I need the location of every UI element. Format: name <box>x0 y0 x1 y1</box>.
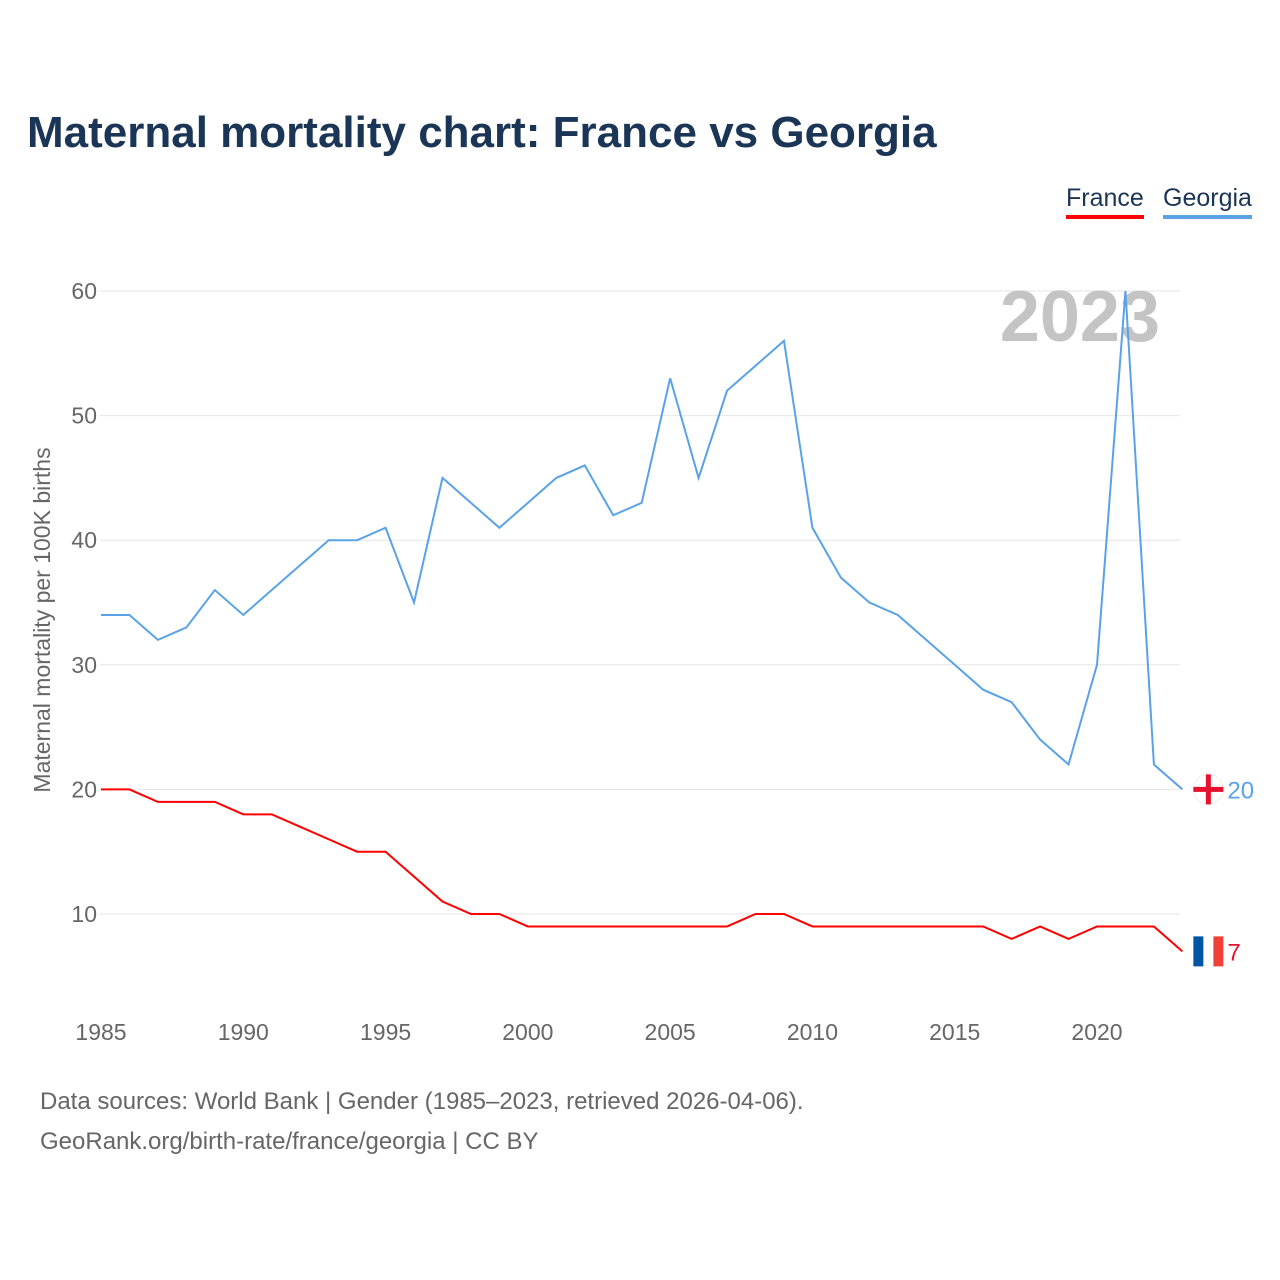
end-value-label-georgia: 20 <box>1227 777 1254 804</box>
y-axis-label: Maternal mortality per 100K births <box>29 447 55 792</box>
y-tick-label: 10 <box>71 901 97 927</box>
x-tick-label: 2005 <box>645 1019 696 1045</box>
end-value-label-france: 7 <box>1227 939 1240 966</box>
source-url[interactable]: GeoRank.org/birth-rate/france/georgia | … <box>40 1128 539 1155</box>
series-line-france <box>101 788 1184 953</box>
y-tick-label: 50 <box>71 403 97 429</box>
y-tick-label: 60 <box>71 278 97 304</box>
chart-title: Maternal mortality chart: France vs Geor… <box>27 108 937 157</box>
x-tick-label: 1985 <box>75 1019 126 1045</box>
year-watermark: 2023 <box>1000 277 1160 357</box>
x-tick-label: 2015 <box>929 1019 980 1045</box>
x-tick-label: 2010 <box>787 1019 838 1045</box>
x-tick-label: 2000 <box>502 1019 553 1045</box>
x-tick-label: 2020 <box>1071 1019 1122 1045</box>
y-tick-label: 40 <box>71 527 97 553</box>
legend-france[interactable]: France <box>1066 184 1144 219</box>
y-tick-label: 20 <box>71 776 97 802</box>
x-tick-label: 1995 <box>360 1019 411 1045</box>
flag-cross <box>1205 774 1211 805</box>
legend-georgia[interactable]: Georgia <box>1163 184 1252 219</box>
source-note: Data sources: World Bank | Gender (1985–… <box>40 1088 804 1115</box>
flag-stripe <box>1193 936 1204 967</box>
x-tick-label: 1990 <box>218 1019 269 1045</box>
y-tick-label: 30 <box>71 652 97 678</box>
flag-stripe <box>1213 936 1224 967</box>
series-line-georgia <box>101 290 1184 791</box>
